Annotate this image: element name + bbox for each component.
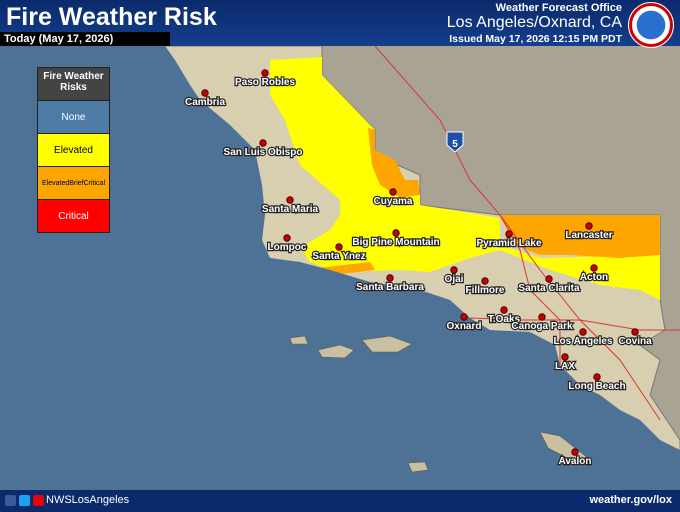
city-label: LAX — [555, 361, 575, 372]
city-dot — [505, 230, 513, 238]
legend-item: None — [38, 100, 109, 133]
legend-item: Elevated — [38, 133, 109, 166]
city-dot — [389, 188, 397, 196]
issued: Issued May 17, 2026 12:15 PM PDT — [449, 33, 622, 45]
city-label: Big Pine Mountain — [352, 237, 439, 248]
nws-logo — [628, 2, 674, 48]
legend-title: Fire Weather Risks — [38, 68, 109, 100]
city-label: Covina — [618, 336, 652, 347]
city-dot — [579, 328, 587, 336]
title: Fire Weather Risk — [6, 3, 217, 31]
city-label: Acton — [580, 272, 608, 283]
city-label: Lancaster — [565, 230, 612, 241]
city-dot — [286, 196, 294, 204]
brief-critical-area — [368, 128, 420, 198]
city-dot — [571, 448, 579, 456]
city-label: Oxnard — [446, 321, 481, 332]
city-dot — [585, 222, 593, 230]
ocean — [0, 46, 680, 490]
city-label: Cambria — [185, 97, 225, 108]
elevated-area — [270, 57, 660, 300]
city-dot — [283, 234, 291, 242]
city-label: Ojai — [445, 274, 464, 285]
highway-number: 5 — [452, 139, 458, 150]
city-dot — [386, 274, 394, 282]
legend-item: Critical — [38, 199, 109, 232]
location: Los Angeles/Oxnard, CA — [446, 14, 622, 31]
city-dot — [545, 275, 553, 283]
city-label: Santa Barbara — [356, 282, 424, 293]
legend-item: ElevatedBriefCritical — [38, 166, 109, 199]
city-dot — [538, 313, 546, 321]
office: Weather Forecast Office — [495, 2, 622, 14]
facebook-icon[interactable] — [5, 495, 16, 506]
city-dot — [593, 373, 601, 381]
city-dot — [450, 266, 458, 274]
city-label: Long Beach — [568, 381, 625, 392]
youtube-icon[interactable] — [33, 495, 44, 506]
city-label: Avalon — [559, 456, 592, 467]
city-label: Canoga Park — [511, 321, 573, 332]
city-label: Santa Clarita — [518, 283, 580, 294]
city-label: Cuyama — [374, 196, 413, 207]
twitter-icon[interactable] — [19, 495, 30, 506]
city-dot — [335, 243, 343, 251]
city-dot — [481, 277, 489, 285]
date: Today (May 17, 2026) — [0, 32, 170, 46]
city-label: Pyramid Lake — [476, 238, 541, 249]
footer: NWSLosAngeles weather.gov/lox — [0, 490, 680, 512]
website[interactable]: weather.gov/lox — [589, 494, 672, 506]
city-label: Santa Maria — [262, 204, 319, 215]
city-dot — [500, 306, 508, 314]
roads — [374, 45, 680, 421]
city-label: San Luis Obispo — [224, 147, 303, 158]
city-dot — [561, 353, 569, 361]
city-label: Lompoc — [268, 242, 307, 253]
city-dot — [201, 89, 209, 97]
legend: Fire Weather Risks None Elevated ElevatedB… — [37, 67, 110, 233]
highway-shield — [446, 131, 464, 153]
city-label: Fillmore — [466, 285, 505, 296]
city-dot — [261, 69, 269, 77]
social-handle: NWSLosAngeles — [46, 494, 130, 506]
city-dot — [631, 328, 639, 336]
brief-critical-area — [500, 215, 660, 258]
city-label: Paso Robles — [235, 77, 295, 88]
city-dot — [590, 264, 598, 272]
header: Fire Weather Risk Today (May 17, 2026) W… — [0, 0, 680, 48]
city-label: Santa Ynez — [312, 251, 365, 262]
city-dot — [392, 229, 400, 237]
city-label: Los Angeles — [553, 336, 613, 347]
city-dot — [259, 139, 267, 147]
city-label: T.Oaks — [488, 314, 521, 325]
city-dot — [460, 313, 468, 321]
cities: Paso Robles Cambria San Luis Obispo Santa M… — [184, 69, 653, 468]
